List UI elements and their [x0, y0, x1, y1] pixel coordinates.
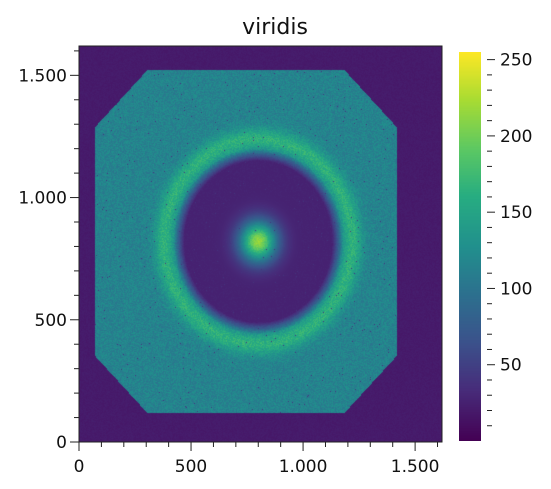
y-tick-label: 1.500 [18, 66, 67, 86]
colorbar-tick-label: 200 [500, 127, 532, 147]
colorbar-tick-label: 50 [500, 356, 522, 376]
colorbar-tick-label: 150 [500, 203, 532, 223]
colorbar-tick-label: 100 [500, 279, 532, 299]
x-tick-label: 0 [74, 457, 85, 477]
x-tick-label: 1.500 [391, 457, 440, 477]
x-axis: 0 500 1.000 1.500 [74, 442, 440, 477]
colorbar-gradient [459, 52, 481, 441]
plot-frame [78, 45, 443, 443]
y-tick-label: 500 [35, 311, 67, 331]
y-tick-label: 0 [56, 433, 67, 453]
y-tick-label: 1.000 [18, 189, 67, 209]
chart-title: viridis [242, 15, 308, 40]
x-tick-label: 500 [175, 457, 207, 477]
heatmap-image [79, 46, 442, 442]
y-axis: 0 500 1.000 1.500 [18, 50, 79, 453]
colorbar-tick-label: 250 [500, 51, 532, 71]
colorbar-axis: 50 100 150 200 250 [487, 51, 532, 427]
x-tick-label: 1.000 [279, 457, 328, 477]
